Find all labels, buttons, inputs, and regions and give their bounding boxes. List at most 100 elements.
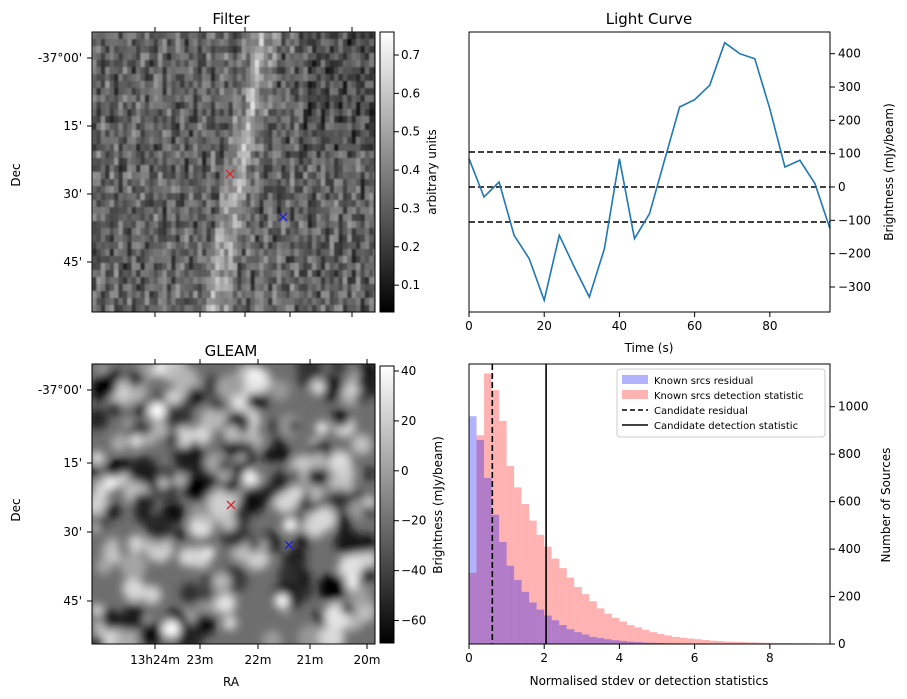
- histogram-bar: [649, 632, 658, 644]
- filter-frame: [91, 31, 376, 313]
- histogram-xtick-label: 8: [766, 651, 774, 665]
- gleam-xtick-label: 23m: [187, 653, 214, 667]
- histogram-panel: 0 2 4 6 8 0 200 400 600 800 1000 Normalised stdev …: [465, 363, 893, 688]
- histogram-bar: [469, 416, 477, 644]
- filter-marker: [278, 212, 288, 222]
- gleam-marker: [226, 500, 236, 510]
- gleam-frame: [91, 363, 376, 645]
- histogram-bar: [491, 390, 500, 644]
- histogram-ytick-label: 0: [838, 637, 846, 651]
- lightcurve-ytick-label: 200: [838, 113, 861, 127]
- histogram-bar: [626, 641, 635, 644]
- histogram-bar: [589, 601, 597, 644]
- histogram-bar: [611, 617, 620, 644]
- histogram-bar: [566, 629, 575, 644]
- gleam-xlabel: RA: [223, 675, 240, 689]
- filter-colorbar-tick: 0.7: [401, 48, 420, 62]
- filter-ytick-label: 45': [63, 255, 82, 269]
- gleam-colorbar-tick: −40: [401, 564, 426, 578]
- histogram-bar: [469, 572, 477, 644]
- filter-colorbar: [379, 31, 395, 313]
- histogram-xlabel: Normalised stdev or detection statistics: [530, 674, 769, 688]
- filter-image: [92, 32, 375, 312]
- filter-title: Filter: [212, 10, 250, 28]
- filter-ytick-label: 15': [63, 119, 82, 133]
- histogram-ylabel: Number of Sources: [879, 448, 893, 563]
- histogram-bar: [732, 641, 740, 644]
- histogram-bar: [581, 594, 590, 644]
- histogram-bar: [499, 541, 507, 644]
- lightcurve-xtick-label: 60: [687, 319, 702, 333]
- lightcurve-ytick-label: −200: [838, 247, 871, 261]
- histogram-bar: [596, 608, 605, 644]
- gleam-colorbar-tick: −60: [401, 614, 426, 628]
- histogram-bar: [664, 635, 673, 644]
- lightcurve-xtick-label: 40: [612, 319, 627, 333]
- lightcurve-ytick-label: 300: [838, 80, 861, 94]
- lightcurve-xtick-label: 0: [465, 319, 473, 333]
- histogram-bar: [514, 579, 522, 644]
- histogram-legend: Known srcs residual Known srcs detection …: [616, 368, 826, 438]
- histogram-legend-label: Known srcs residual: [654, 376, 753, 387]
- gleam-xtick-label: 20m: [354, 653, 381, 667]
- histogram-bar: [521, 591, 530, 644]
- histogram-bar: [551, 620, 560, 644]
- histogram-bar: [769, 642, 778, 644]
- histogram-bar: [536, 534, 545, 644]
- histogram-bar: [521, 504, 530, 644]
- lightcurve-ytick-label: 400: [838, 47, 861, 61]
- histogram-bar: [687, 638, 695, 644]
- gleam-colorbar: [379, 365, 395, 644]
- gleam-colorbar-tick: 0: [401, 464, 409, 478]
- histogram-bar: [484, 373, 492, 644]
- filter-colorbar-tick: 0.6: [401, 86, 420, 100]
- histogram-xtick-label: 0: [465, 651, 473, 665]
- gleam-xtick-label: 21m: [297, 653, 324, 667]
- histogram-bar: [506, 466, 515, 644]
- histogram-bar: [641, 629, 650, 644]
- histogram-bar: [566, 577, 575, 644]
- histogram-ytick-label: 600: [838, 495, 861, 509]
- filter-colorbar-tick: 0.5: [401, 125, 420, 139]
- histogram-xtick-label: 6: [691, 651, 699, 665]
- lightcurve-panel: Light Curve 0 20 40 60 80 −300 −200 −100 0 100 200…: [465, 10, 896, 355]
- histogram-bar: [611, 640, 620, 644]
- histogram-ytick-label: 800: [838, 447, 861, 461]
- histogram-bar: [717, 641, 725, 644]
- histogram-bar: [476, 435, 485, 644]
- filter-panel: Filter -37°00' 15' 30' 45' Dec 0.1 0.2 0.3 0.4…: [9, 10, 439, 317]
- lightcurve-xlabel: Time (s): [624, 341, 674, 355]
- histogram-bar: [574, 587, 582, 644]
- filter-ytick-label: -37°00': [38, 51, 82, 65]
- filter-colorbar-label: arbitrary units: [425, 129, 439, 215]
- histogram-bar: [476, 439, 485, 644]
- histogram-xtick-label: 2: [540, 651, 548, 665]
- histogram-bar: [641, 642, 650, 644]
- gleam-colorbar-label: Brightness (mJy/beam): [431, 436, 445, 574]
- gleam-ytick-label: -37°00': [38, 383, 82, 397]
- histogram-ytick-label: 1000: [838, 400, 869, 414]
- histogram-bar: [702, 639, 710, 644]
- histogram-bar: [739, 642, 748, 644]
- histogram-legend-label: Known srcs detection statistic: [654, 391, 803, 402]
- gleam-xtick-label: 22m: [245, 653, 272, 667]
- histogram-bar: [484, 477, 492, 644]
- histogram-bar: [709, 640, 718, 644]
- histogram-bar: [604, 639, 612, 644]
- histogram-bar: [529, 520, 537, 644]
- gleam-colorbar-tick: 40: [401, 364, 416, 378]
- histogram-ytick-label: 200: [838, 590, 861, 604]
- gleam-panel: GLEAM -37°00' 15' 30' 45' 13h24m 23m 22m 21m 20m…: [9, 342, 445, 689]
- filter-colorbar-tick: 0.3: [401, 201, 420, 215]
- gleam-colorbar-tick: −20: [401, 514, 426, 528]
- histogram-bar: [672, 636, 680, 644]
- histogram-bar: [626, 625, 635, 644]
- histogram-bar: [596, 638, 605, 644]
- filter-ytick-label: 30': [63, 187, 82, 201]
- histogram-bar: [604, 613, 612, 644]
- histogram-bar: [551, 558, 560, 644]
- histogram-legend-label: Candidate detection statistic: [654, 421, 798, 432]
- lightcurve-ylabel: Brightness (mJy/beam): [882, 103, 896, 241]
- gleam-marker: [284, 540, 294, 550]
- lightcurve-frame: [468, 31, 831, 313]
